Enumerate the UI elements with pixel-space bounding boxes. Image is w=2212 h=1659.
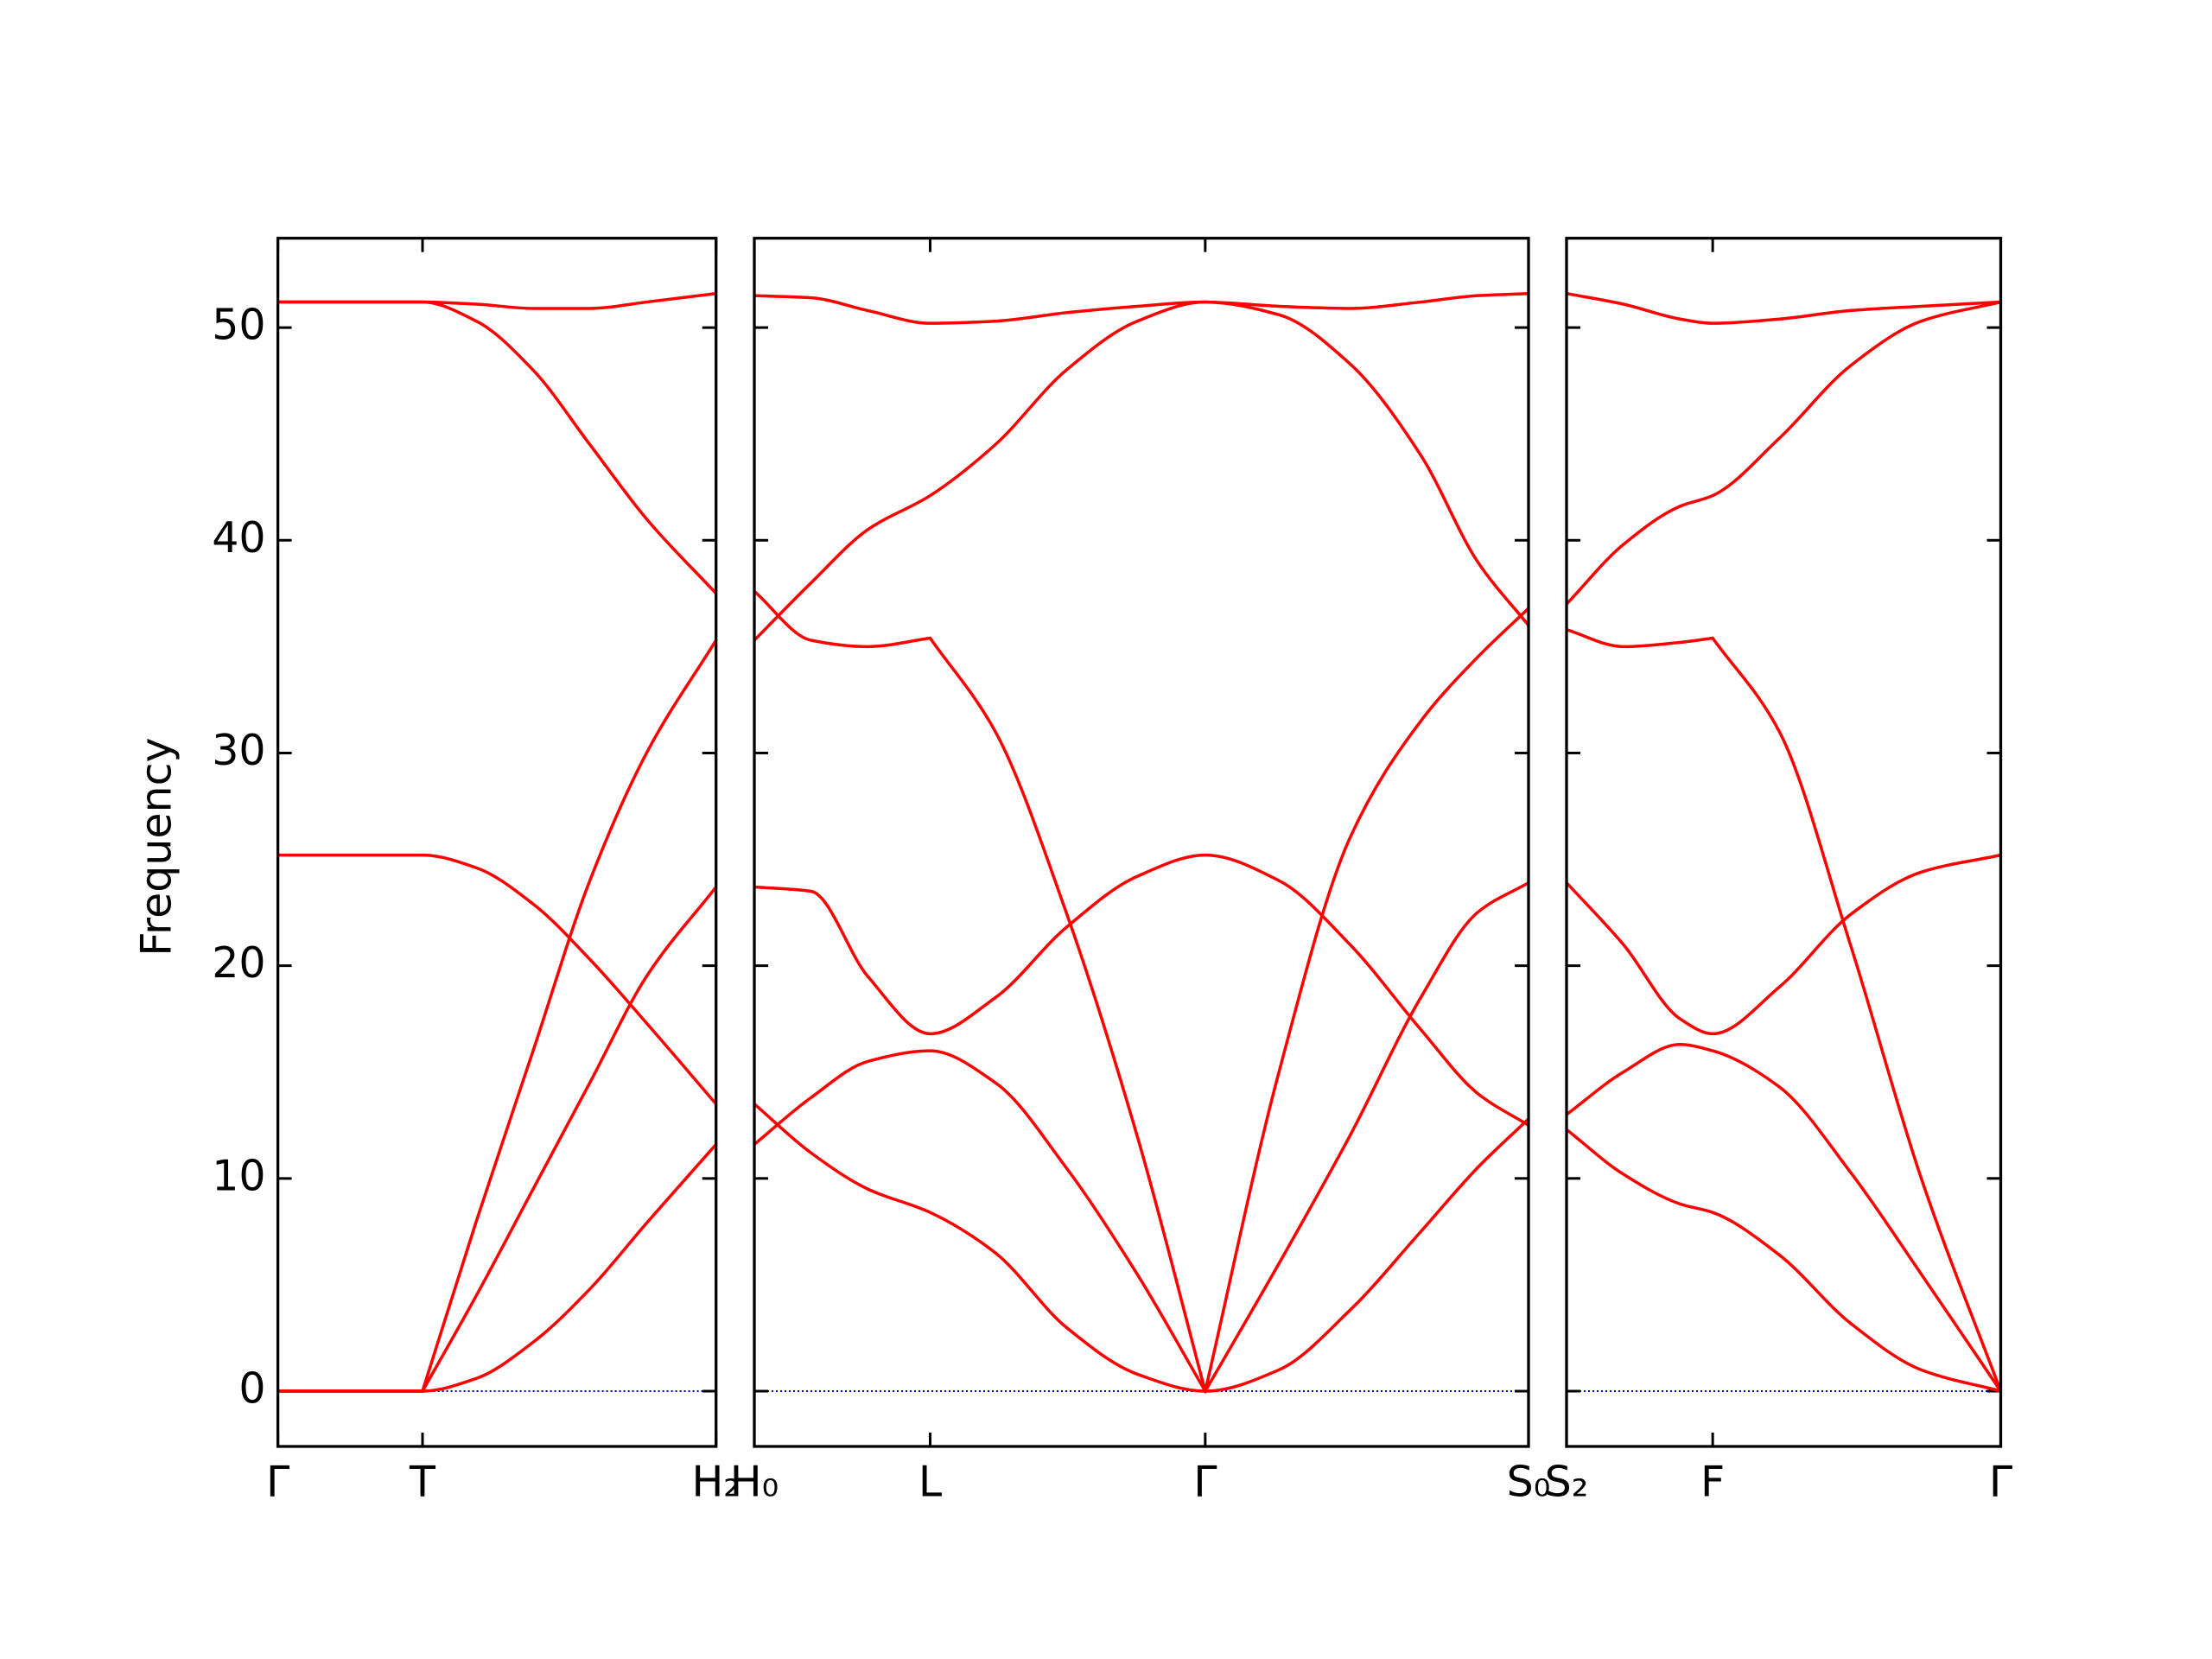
band-line bbox=[1566, 291, 2001, 325]
band-line bbox=[753, 300, 1530, 642]
x-tick-label: Γ bbox=[1989, 1458, 2013, 1507]
y-tick-label: 10 bbox=[212, 1151, 265, 1200]
band-line bbox=[277, 300, 717, 595]
y-tick-label: 30 bbox=[212, 726, 265, 775]
band-line bbox=[753, 853, 1529, 1127]
panel-frame bbox=[753, 237, 1530, 1448]
x-tick-label: H₀ bbox=[730, 1458, 779, 1507]
x-tick-label: Γ bbox=[1193, 1458, 1217, 1507]
x-tick-label: F bbox=[1700, 1458, 1725, 1507]
band-line bbox=[1565, 1042, 2002, 1392]
y-tick-label: 50 bbox=[212, 301, 265, 350]
x-tick-label: L bbox=[918, 1458, 943, 1507]
band-line bbox=[753, 1103, 1530, 1393]
band-line bbox=[1565, 853, 2001, 1036]
x-tick-label: S₂ bbox=[1545, 1458, 1589, 1507]
panel-frame bbox=[1565, 237, 2003, 1448]
x-tick-label: S₀ bbox=[1507, 1458, 1551, 1507]
y-tick-label: 40 bbox=[212, 513, 265, 563]
band-line bbox=[753, 291, 1529, 325]
band-line bbox=[753, 590, 1530, 1392]
panel-frame bbox=[276, 237, 718, 1448]
band-line bbox=[1566, 627, 2003, 1392]
x-tick-label: Γ bbox=[266, 1458, 290, 1507]
band-line bbox=[1565, 300, 2001, 606]
y-tick-label: 20 bbox=[212, 938, 265, 988]
y-axis-label: Frequency bbox=[132, 737, 181, 956]
x-tick-label: H₂ bbox=[691, 1458, 741, 1507]
y-tick-label: 0 bbox=[238, 1363, 265, 1413]
band-line bbox=[277, 853, 718, 1105]
x-tick-label: T bbox=[409, 1458, 436, 1507]
band-line bbox=[753, 881, 1529, 1395]
band-line bbox=[1565, 1128, 2001, 1393]
band-line bbox=[277, 1143, 718, 1393]
